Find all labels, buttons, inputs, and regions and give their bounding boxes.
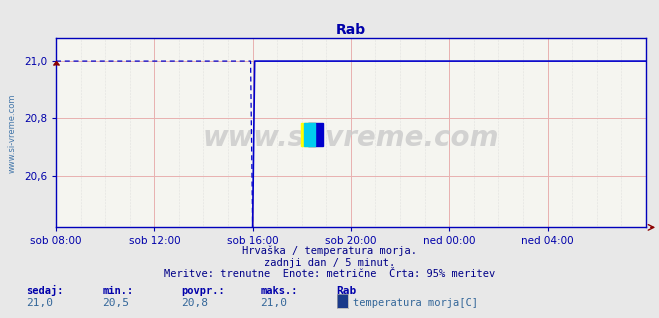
Title: Rab: Rab bbox=[336, 23, 366, 37]
Text: 21,0: 21,0 bbox=[26, 298, 53, 308]
Text: maks.:: maks.: bbox=[260, 286, 298, 296]
Text: www.si-vreme.com: www.si-vreme.com bbox=[7, 93, 16, 172]
Bar bbox=[304, 123, 315, 146]
Text: min.:: min.: bbox=[102, 286, 133, 296]
Text: 20,5: 20,5 bbox=[102, 298, 129, 308]
Text: povpr.:: povpr.: bbox=[181, 286, 225, 296]
Text: 21,0: 21,0 bbox=[260, 298, 287, 308]
Text: sedaj:: sedaj: bbox=[26, 285, 64, 296]
Text: Hrvaška / temperatura morja.: Hrvaška / temperatura morja. bbox=[242, 246, 417, 256]
Text: 20,8: 20,8 bbox=[181, 298, 208, 308]
Text: www.si-vreme.com: www.si-vreme.com bbox=[203, 124, 499, 152]
Bar bbox=[301, 123, 316, 146]
Text: temperatura morja[C]: temperatura morja[C] bbox=[353, 298, 478, 308]
Text: Rab: Rab bbox=[336, 286, 357, 296]
Text: zadnji dan / 5 minut.: zadnji dan / 5 minut. bbox=[264, 258, 395, 267]
Bar bbox=[308, 123, 323, 146]
Text: Meritve: trenutne  Enote: metrične  Črta: 95% meritev: Meritve: trenutne Enote: metrične Črta: … bbox=[164, 269, 495, 279]
